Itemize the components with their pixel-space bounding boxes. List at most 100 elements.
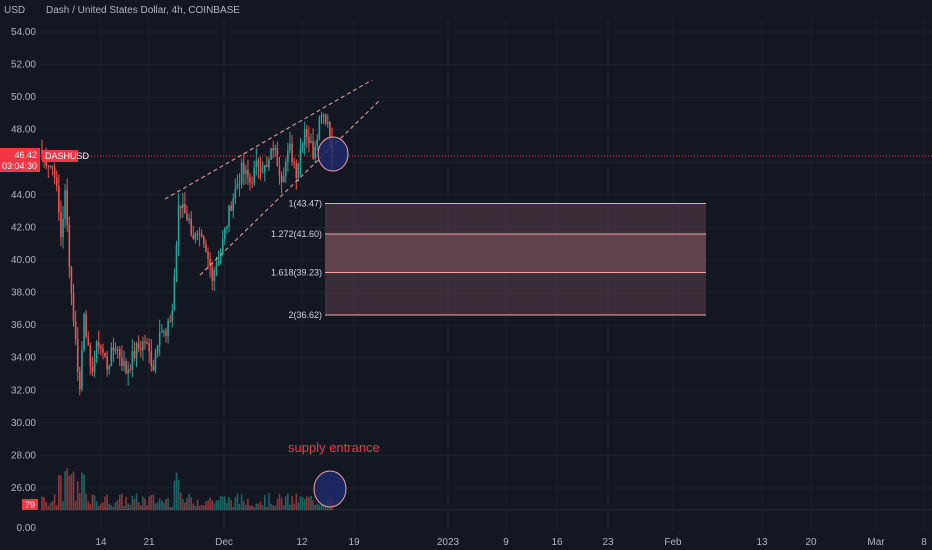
volume-bar: [305, 496, 308, 510]
fib-zone: [325, 233, 706, 273]
candle-body: [66, 190, 69, 225]
volume-bar: [131, 495, 134, 510]
candle-body: [64, 190, 66, 219]
supply-entrance-annotation[interactable]: supply entrance: [288, 440, 380, 455]
candle-body: [320, 115, 323, 118]
volume-bar: [314, 504, 316, 510]
candle-body: [158, 332, 161, 346]
candle-body: [104, 352, 106, 357]
candle-body: [291, 143, 293, 163]
x-tick-label: 12: [296, 537, 308, 548]
candle-body: [236, 184, 239, 189]
candle-body: [72, 292, 75, 322]
volume-bar: [291, 495, 293, 510]
volume-bar: [272, 505, 274, 510]
candle-body: [247, 170, 249, 178]
volume-bar: [60, 475, 62, 510]
candle-body: [316, 138, 319, 147]
candle-body: [326, 121, 329, 124]
volume-bar: [74, 500, 77, 510]
candle-body: [259, 166, 262, 173]
volume-bar: [297, 502, 300, 510]
volume-bar: [188, 493, 190, 510]
candle-body: [137, 343, 140, 349]
candle-body: [293, 162, 295, 164]
volume-bar: [123, 505, 125, 510]
y-tick-label: 44.00: [11, 190, 36, 201]
candle-body: [188, 218, 190, 221]
trendline-channel[interactable]: [164, 79, 381, 276]
candle-body: [127, 368, 129, 374]
candle-body: [203, 236, 205, 244]
price-tag-countdown: 03:04:30: [2, 161, 37, 171]
candle-body: [314, 146, 316, 159]
target-circle-price[interactable]: [317, 136, 349, 172]
candle-body: [89, 345, 92, 367]
volume-bar: [184, 502, 186, 510]
target-circle-volume[interactable]: [313, 470, 347, 508]
volume-bar: [150, 494, 153, 510]
volume-bar: [194, 506, 197, 510]
y-tick-label: 48.00: [11, 125, 36, 136]
volume-bar: [230, 500, 232, 510]
candle-body: [209, 259, 211, 267]
volume-bars: [41, 468, 333, 510]
volume-bar: [129, 504, 132, 510]
fibonacci-extension[interactable]: 1(43.47) 1.272(41.60) 1.618(39.23) 2(36.62): [271, 198, 706, 320]
candle-body: [224, 228, 226, 240]
candle-body: [310, 141, 312, 143]
candle-body: [245, 170, 247, 174]
volume-bar: [58, 475, 60, 510]
volume-bar: [43, 496, 45, 510]
time-axis[interactable]: 14 21 Dec 12 19 2023 9 16 23 Feb 13 20 Mar 8: [95, 537, 927, 548]
volume-bar: [228, 496, 230, 510]
volume-bar: [249, 505, 251, 510]
volume-bar: [263, 494, 266, 510]
volume-bar: [93, 495, 96, 510]
candle-body: [108, 365, 111, 370]
candle-body: [284, 161, 287, 177]
volume-bar: [41, 496, 43, 510]
volume-bar: [68, 475, 71, 510]
volume-bar: [158, 498, 161, 510]
y-tick-label: 32.00: [11, 385, 36, 396]
candle-body: [70, 266, 73, 293]
volume-bar: [64, 470, 66, 510]
candle-body: [329, 121, 331, 141]
volume-bar: [310, 495, 312, 510]
volume-bar: [219, 496, 222, 510]
candle-body: [322, 114, 325, 116]
candle-body: [146, 343, 148, 345]
x-tick-label: Feb: [664, 537, 682, 548]
candle-body: [287, 150, 289, 162]
volume-bar: [83, 474, 85, 510]
candle-body: [261, 171, 264, 173]
upper-trendline[interactable]: [164, 79, 373, 200]
candle-body: [278, 166, 281, 176]
volume-bar: [224, 496, 226, 510]
volume-bar: [146, 505, 148, 510]
candle-body: [74, 321, 77, 339]
volume-bar: [53, 494, 56, 510]
candle-body: [110, 347, 113, 366]
candle-body: [295, 163, 298, 178]
candle-body: [165, 330, 167, 336]
candle-body: [131, 351, 134, 370]
volume-bar: [226, 503, 228, 510]
volume-bar: [79, 493, 81, 510]
volume-bar: [200, 504, 203, 510]
candle-body: [303, 128, 306, 145]
volume-bar: [282, 505, 285, 510]
volume-bar: [261, 505, 264, 510]
candle-body: [123, 361, 125, 366]
y-tick-label: 42.00: [11, 222, 36, 233]
volume-bar: [142, 496, 144, 510]
volume-bar: [70, 474, 73, 510]
candle-body: [301, 144, 304, 149]
current-price-tag: 46.42 03:04:30 DASHUSD: [0, 148, 90, 172]
candle-body: [266, 165, 268, 168]
symbol-tag-label: DASHUSD: [45, 151, 90, 161]
candle-body: [249, 177, 251, 183]
candle-body: [253, 167, 256, 184]
